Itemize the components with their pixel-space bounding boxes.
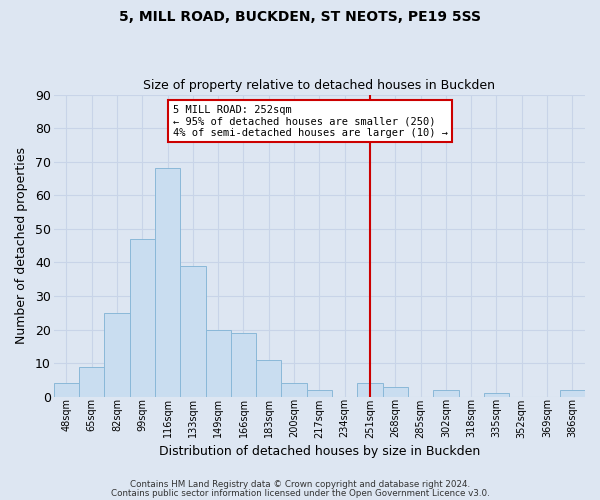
Text: Contains public sector information licensed under the Open Government Licence v3: Contains public sector information licen… — [110, 490, 490, 498]
Bar — [155, 168, 180, 397]
Text: 5 MILL ROAD: 252sqm
← 95% of detached houses are smaller (250)
4% of semi-detach: 5 MILL ROAD: 252sqm ← 95% of detached ho… — [173, 104, 448, 138]
Bar — [206, 330, 231, 397]
Y-axis label: Number of detached properties: Number of detached properties — [15, 147, 28, 344]
Text: 5, MILL ROAD, BUCKDEN, ST NEOTS, PE19 5SS: 5, MILL ROAD, BUCKDEN, ST NEOTS, PE19 5S… — [119, 10, 481, 24]
Bar — [307, 390, 332, 397]
Bar — [484, 394, 509, 397]
Bar — [560, 390, 585, 397]
Bar — [79, 366, 104, 397]
Bar — [180, 266, 206, 397]
Bar — [231, 333, 256, 397]
X-axis label: Distribution of detached houses by size in Buckden: Distribution of detached houses by size … — [159, 444, 480, 458]
Bar — [281, 384, 307, 397]
Bar — [130, 239, 155, 397]
Bar — [104, 313, 130, 397]
Bar — [433, 390, 458, 397]
Bar — [358, 384, 383, 397]
Title: Size of property relative to detached houses in Buckden: Size of property relative to detached ho… — [143, 79, 496, 92]
Bar — [256, 360, 281, 397]
Text: Contains HM Land Registry data © Crown copyright and database right 2024.: Contains HM Land Registry data © Crown c… — [130, 480, 470, 489]
Bar — [383, 386, 408, 397]
Bar — [54, 384, 79, 397]
